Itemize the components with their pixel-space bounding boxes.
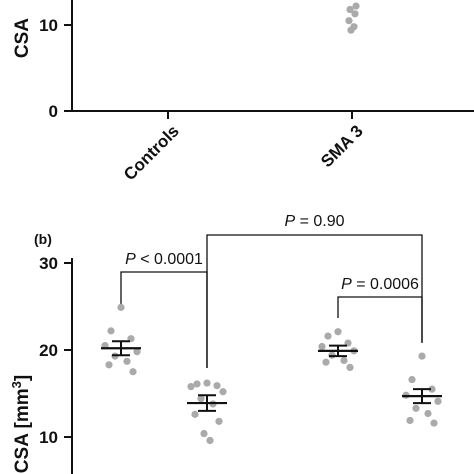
panel-b-y-axis-label: CSA [mm3] [9,375,33,473]
panel-b-data-point [215,417,223,425]
panel-a-category-label: Controls [120,121,183,184]
panel-b-data-point [203,379,211,387]
panel-b-y-tick-label: 20 [39,341,58,360]
panel-b-data-point [213,382,221,390]
panel-b-significance-bracket [206,234,423,368]
panel-b-p-value-label: P = 0.0006 [341,276,419,293]
panel-b-data-point [340,356,348,365]
panel-a-chart: 0 10 Controls SMA 3 CSA [12,0,474,184]
panel-b-data-point [107,327,115,335]
panel-b-y-tick-label: 10 [39,428,58,447]
panel-a-data-point [347,26,355,34]
panel-b-data-point [117,303,125,311]
panel-b-significance-bracket [120,271,208,368]
panel-a-y-axis-label: CSA [12,18,33,58]
panel-b-p-value-label: P < 0.0001 [125,251,203,268]
panel-b-p-value-label: P = 0.90 [284,213,344,230]
panel-b-y-tick-label: 30 [39,254,58,273]
panel-b-data-point [434,397,442,405]
panel-b-data-point [193,380,201,388]
panel-b-data-point [318,342,326,351]
panel-a-data-point [351,10,359,18]
panel-b-data-point [418,352,426,360]
panel-b-data-point [133,348,141,356]
panel-b-data-point [424,409,432,418]
panel-b-data-point [191,410,199,418]
panel-b-data-point [129,368,137,376]
panel-b-data-point [123,357,131,365]
panel-b-data-point [105,361,113,369]
panel-b-data-point [408,375,416,384]
panel-b-data-point [206,436,214,445]
panel-b-data-point [334,328,342,336]
panel-a-data-point [352,2,360,10]
panel-b-data-point [197,395,205,403]
panel-a-category-label: SMA 3 [317,121,367,171]
panel-b-data-point [412,404,420,412]
panel-b-significance-bracket [337,296,423,343]
panel-a-y-tick-label: 10 [39,16,58,35]
panel-b-data-point [430,419,438,427]
panel-a-data-point [345,17,353,25]
panel-b-data-point [406,416,414,425]
panel-b-data-point [200,429,208,438]
panel-a-data-point [346,5,354,14]
panel-a-y-tick-label: 0 [49,102,58,121]
panel-b-data-point [219,388,227,396]
panel-b-data-point [324,332,332,340]
panel-b-data-point [187,382,195,391]
panel-b-data-point [346,363,354,371]
panel-b-data-point [322,358,330,366]
panel-b-data-point [428,385,436,393]
panel-b-label: (b) [34,231,52,247]
